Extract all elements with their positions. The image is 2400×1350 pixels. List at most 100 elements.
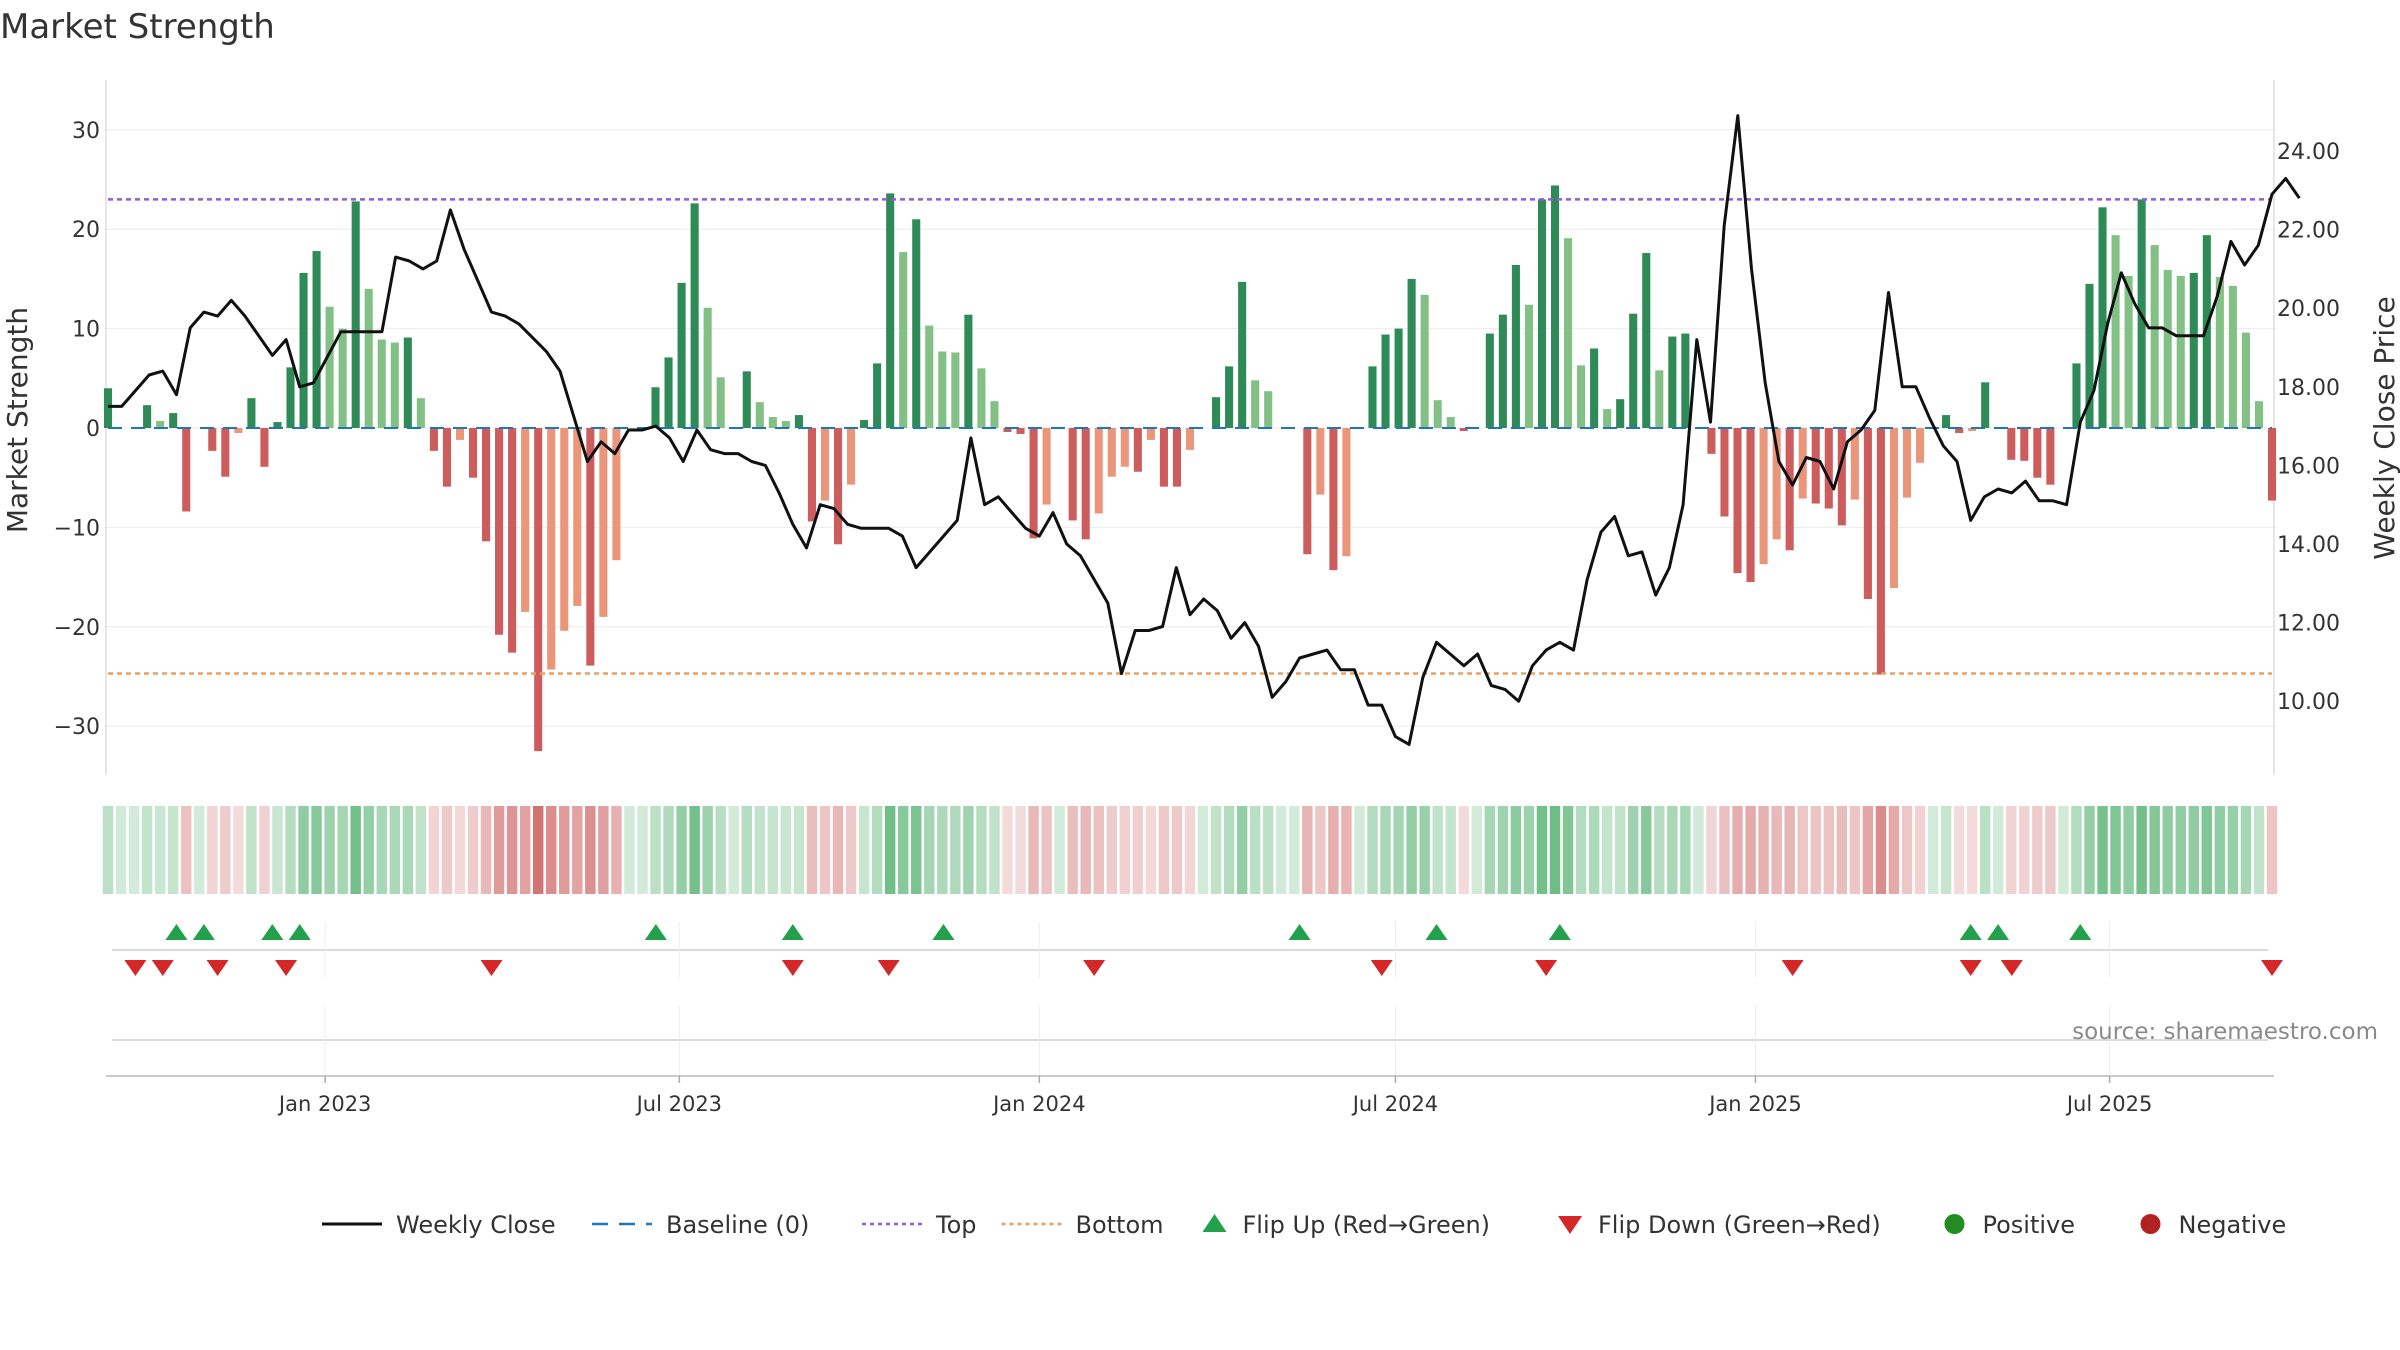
strength-bar	[325, 306, 334, 428]
strength-bar	[247, 398, 256, 428]
bars-layer	[103, 185, 2277, 752]
heat-cell	[741, 806, 752, 894]
heat-cell	[1471, 806, 1483, 894]
heat-cell	[1588, 806, 1600, 894]
strength-bar	[1981, 382, 1990, 428]
heat-cell	[337, 806, 348, 894]
heat-cell	[1940, 806, 1952, 894]
heat-cell	[1706, 806, 1717, 894]
strength-bar	[690, 203, 699, 428]
left-tick-label: 0	[86, 417, 100, 442]
legend-item: Baseline (0)	[592, 1211, 809, 1239]
heat-cell	[2175, 806, 2186, 894]
heat-cell	[1236, 806, 1248, 894]
heat-cell	[676, 806, 687, 894]
strength-bar	[338, 328, 347, 428]
heat-cell	[467, 806, 479, 894]
heat-cell	[1249, 806, 1261, 894]
heat-cell	[871, 806, 883, 894]
heat-cell	[1328, 806, 1339, 894]
heat-cell	[2071, 806, 2082, 894]
heat-cell	[1445, 806, 1456, 894]
strength-bar	[1446, 417, 1455, 428]
strength-bar	[468, 428, 478, 478]
strength-bar	[1811, 428, 1820, 504]
flip-marker-panel	[112, 922, 2283, 978]
right-tick-label: 10.00	[2277, 690, 2340, 715]
strength-bar	[312, 251, 321, 428]
heat-cell	[1432, 806, 1443, 894]
heat-cell	[1393, 806, 1404, 894]
strength-bar	[1485, 333, 1494, 428]
heat-cell	[937, 806, 948, 894]
flip-up-marker	[1288, 924, 1311, 940]
left-tick-label: −10	[54, 516, 100, 541]
strength-bar	[1459, 428, 1468, 431]
heat-cell	[689, 806, 700, 894]
strength-bar	[964, 314, 973, 428]
legend-negative-icon	[2140, 1214, 2161, 1234]
strength-bar	[351, 201, 360, 428]
heat-cell	[1341, 806, 1352, 894]
right-axis: 24.00 22.00 20.00 18.00 16.00 14.00 12.00 10.00	[2277, 140, 2340, 715]
strength-bar	[807, 428, 816, 522]
strength-bar	[273, 422, 282, 428]
strength-bar	[1863, 428, 1872, 599]
heat-cell	[585, 806, 596, 894]
heat-cell	[1823, 806, 1834, 894]
strength-bar	[1172, 428, 1181, 487]
heat-cell	[2201, 806, 2213, 894]
heat-cell	[780, 806, 792, 894]
flip-up-marker	[932, 924, 955, 940]
heat-cell	[559, 806, 570, 894]
heat-cell	[115, 806, 127, 894]
heat-cell	[532, 806, 544, 894]
legend-positive-icon	[1944, 1214, 1965, 1234]
date-tick-label: Jul 2023	[635, 1092, 722, 1116]
legend-label: Bottom	[1076, 1211, 1164, 1239]
heat-cell	[1497, 806, 1509, 894]
strength-bar	[299, 272, 308, 428]
strength-bar	[1420, 294, 1429, 428]
heat-cell	[924, 806, 935, 894]
strength-bar	[2085, 283, 2094, 428]
heat-cell	[233, 806, 244, 894]
heat-cell	[2110, 806, 2121, 894]
strength-bar	[1590, 348, 1599, 428]
heat-cell	[546, 806, 557, 894]
flip-up-marker	[1548, 924, 1571, 940]
heat-cell	[637, 806, 648, 894]
left-tick-label: 30	[72, 119, 100, 144]
strength-bar	[403, 337, 412, 428]
heat-cell	[611, 806, 622, 894]
left-tick-label: −30	[54, 715, 100, 740]
heat-cell	[1836, 806, 1848, 894]
legend: Weekly Close Baseline (0) Top Bottom Flip Up…	[322, 1211, 2286, 1239]
strength-bar	[2124, 275, 2133, 428]
heat-cell	[976, 806, 987, 894]
strength-bar	[495, 428, 504, 635]
strength-bar	[899, 252, 908, 428]
heat-cell	[1263, 806, 1274, 894]
heat-cell	[1562, 806, 1574, 894]
heat-cell	[1745, 806, 1756, 894]
date-tick-label: Jan 2023	[277, 1092, 372, 1116]
strength-bar	[1968, 428, 1977, 431]
strength-bar	[534, 428, 543, 752]
strength-bar	[508, 428, 517, 653]
sentiment-dot-panel	[112, 1005, 2268, 1075]
heat-cell	[259, 806, 270, 894]
heat-cell	[1549, 806, 1561, 894]
heat-cell	[272, 806, 283, 894]
date-tick-label: Jan 2024	[991, 1092, 1086, 1116]
strength-bar	[1498, 314, 1507, 428]
heat-cell	[2032, 806, 2043, 894]
right-tick-label: 24.00	[2277, 140, 2340, 165]
strength-bar	[1081, 428, 1090, 540]
heat-cell	[102, 806, 114, 894]
strength-bar	[2254, 401, 2263, 428]
legend-item: Flip Up (Red→Green)	[1202, 1211, 1490, 1239]
strength-heat-strip	[102, 806, 2278, 894]
strength-bar	[234, 428, 243, 433]
flip-up-marker	[288, 924, 311, 940]
